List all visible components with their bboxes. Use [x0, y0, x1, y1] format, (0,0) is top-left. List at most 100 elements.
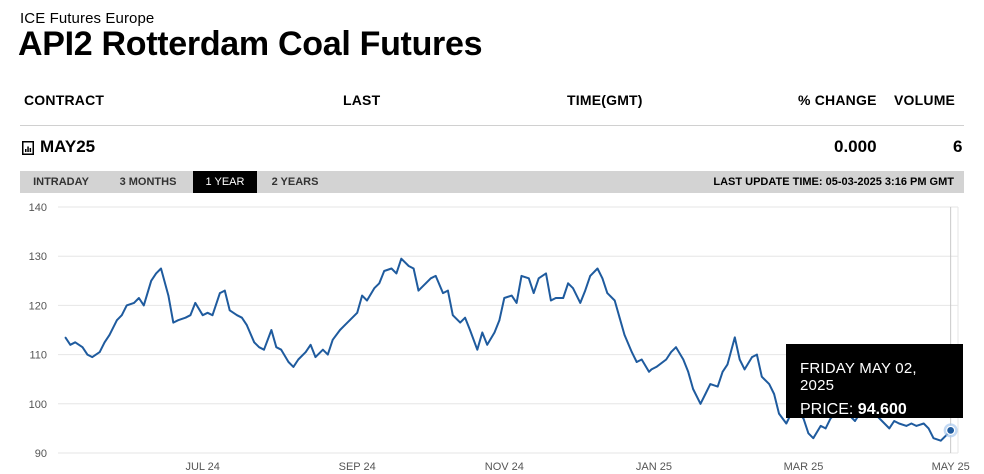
data-point [550, 299, 552, 302]
data-point [905, 425, 908, 427]
data-point [280, 348, 283, 351]
data-point [687, 371, 689, 373]
data-point [69, 344, 72, 346]
data-point [81, 346, 84, 348]
highlight-point [946, 425, 956, 435]
data-point [177, 319, 179, 321]
data-point [400, 257, 403, 260]
data-point [589, 275, 591, 277]
data-point [579, 302, 582, 304]
data-point [201, 314, 204, 316]
data-point [761, 375, 763, 378]
data-point [555, 297, 557, 299]
price-chart[interactable]: 90 100 110 120 130 140 JUL 24 SEP 24 NOV 24 JAN … [0, 196, 984, 474]
data-point [503, 297, 506, 299]
data-point [584, 289, 586, 292]
data-point [275, 346, 278, 348]
grid [58, 206, 959, 454]
price-tooltip: FRIDAY MAY 02, 2025 PRICE: 94.600 [786, 344, 963, 418]
tab-1-year[interactable]: 1 YEAR [193, 171, 257, 193]
data-point [344, 324, 346, 326]
contract-name[interactable]: MAY25 [40, 137, 96, 156]
data-point [532, 292, 535, 294]
data-point [167, 294, 170, 297]
data-point [469, 329, 471, 331]
data-point [434, 275, 437, 277]
data-point [734, 336, 736, 339]
percent-change: 0.000 [834, 137, 877, 156]
data-point [743, 368, 746, 371]
data-point [596, 267, 599, 270]
data-point [407, 265, 410, 267]
y-tick-label: 140 [29, 202, 47, 214]
chart-icon[interactable] [22, 141, 34, 155]
data-point [922, 422, 925, 425]
data-point [802, 417, 805, 420]
data-point [224, 289, 226, 292]
page-title: API2 Rotterdam Coal Futures [18, 25, 483, 63]
x-tick-label: NOV 24 [485, 461, 524, 473]
column-header-change: % CHANGE [798, 92, 877, 108]
data-point [236, 314, 238, 316]
data-point [339, 329, 341, 331]
data-point [881, 420, 883, 422]
data-point [655, 366, 658, 368]
data-point [464, 316, 466, 319]
data-point [618, 316, 621, 319]
data-point [74, 341, 76, 344]
data-point [572, 287, 574, 289]
x-axis: JUL 24 SEP 24 NOV 24 JAN 25 MAR 25 MAY 25 [185, 461, 969, 473]
data-point [194, 302, 197, 304]
data-point [692, 388, 694, 390]
data-point [253, 341, 255, 344]
tooltip-price-label: PRICE: [800, 401, 854, 418]
data-point [189, 314, 192, 316]
x-tick-label: JUL 24 [185, 461, 219, 473]
y-tick-label: 120 [29, 300, 47, 312]
data-point [601, 277, 604, 280]
volume-value: 6 [953, 137, 963, 156]
data-point [888, 427, 891, 430]
data-point [515, 302, 518, 304]
data-point [493, 331, 496, 334]
data-point [211, 314, 214, 316]
data-point [640, 358, 643, 361]
data-point [898, 422, 900, 425]
data-point [452, 314, 454, 316]
tab-intraday[interactable]: INTRADAY [33, 176, 89, 188]
tab-2-years[interactable]: 2 YEARS [271, 176, 319, 188]
data-point [635, 361, 638, 363]
data-point [699, 403, 702, 405]
data-point [322, 348, 324, 351]
data-point [459, 321, 462, 324]
x-tick-label: SEP 24 [339, 461, 376, 473]
tab-3-months[interactable]: 3 MONTHS [119, 176, 177, 188]
data-point [356, 312, 359, 314]
data-point [430, 277, 432, 280]
data-point [442, 292, 444, 294]
data-point [241, 316, 243, 319]
tooltip-price: PRICE: 94.600 [800, 401, 949, 419]
data-point [709, 383, 712, 385]
data-point [807, 432, 810, 435]
data-point [545, 272, 547, 275]
data-point [390, 267, 393, 270]
data-point [528, 277, 530, 280]
tooltip-price-value: 94.600 [857, 401, 907, 418]
data-point [498, 319, 501, 321]
data-point [270, 329, 273, 331]
data-point [219, 292, 221, 294]
column-header-time: TIME(GMT) [567, 92, 643, 108]
x-tick-label: MAY 25 [932, 461, 970, 473]
tooltip-date: FRIDAY MAY 02, 2025 [800, 360, 917, 394]
data-point [562, 297, 564, 299]
data-point [108, 334, 111, 336]
data-point [829, 417, 832, 420]
y-tick-label: 110 [29, 350, 47, 362]
data-point [121, 314, 123, 316]
data-point [98, 351, 101, 353]
data-point [206, 312, 209, 314]
data-point [606, 292, 609, 294]
data-point [910, 422, 913, 425]
data-point [184, 316, 187, 319]
